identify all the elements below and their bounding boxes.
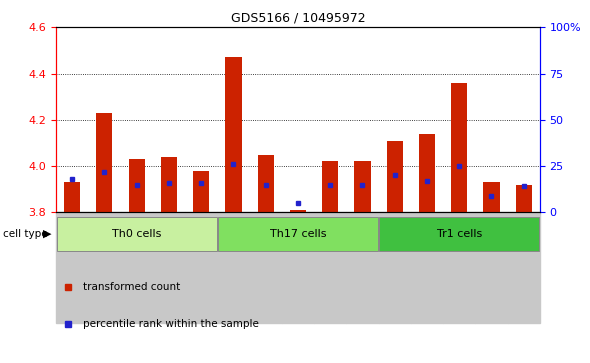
Text: ▶: ▶ (42, 229, 51, 239)
Title: GDS5166 / 10495972: GDS5166 / 10495972 (231, 12, 365, 25)
Bar (451, 83, 467, 212)
Text: Th17 cells: Th17 cells (270, 229, 326, 239)
Bar (161, 157, 177, 212)
Bar (225, 57, 241, 212)
Text: percentile rank within the sample: percentile rank within the sample (83, 319, 258, 329)
Bar (483, 182, 500, 212)
Bar (346, 212, 379, 323)
Text: Th0 cells: Th0 cells (112, 229, 162, 239)
Bar (507, 212, 540, 323)
Bar (185, 212, 217, 323)
Bar (56, 212, 88, 323)
Bar (386, 140, 403, 212)
Bar (443, 212, 476, 323)
Bar (258, 155, 274, 212)
FancyBboxPatch shape (218, 217, 378, 251)
Bar (193, 171, 209, 212)
FancyBboxPatch shape (57, 217, 217, 251)
Bar (516, 184, 532, 212)
Bar (217, 212, 250, 323)
Bar (96, 113, 113, 212)
Bar (419, 134, 435, 212)
Bar (64, 182, 80, 212)
Bar (282, 212, 314, 323)
Bar (476, 212, 507, 323)
Bar (129, 159, 145, 212)
Bar (250, 212, 282, 323)
Bar (411, 212, 443, 323)
Bar (88, 212, 120, 323)
Text: cell type: cell type (3, 229, 48, 239)
Bar (355, 162, 371, 212)
Bar (290, 210, 306, 212)
Bar (314, 212, 346, 323)
Bar (322, 162, 338, 212)
Bar (120, 212, 153, 323)
Text: Tr1 cells: Tr1 cells (437, 229, 482, 239)
Bar (153, 212, 185, 323)
Text: transformed count: transformed count (83, 282, 180, 292)
Bar (379, 212, 411, 323)
FancyBboxPatch shape (379, 217, 539, 251)
